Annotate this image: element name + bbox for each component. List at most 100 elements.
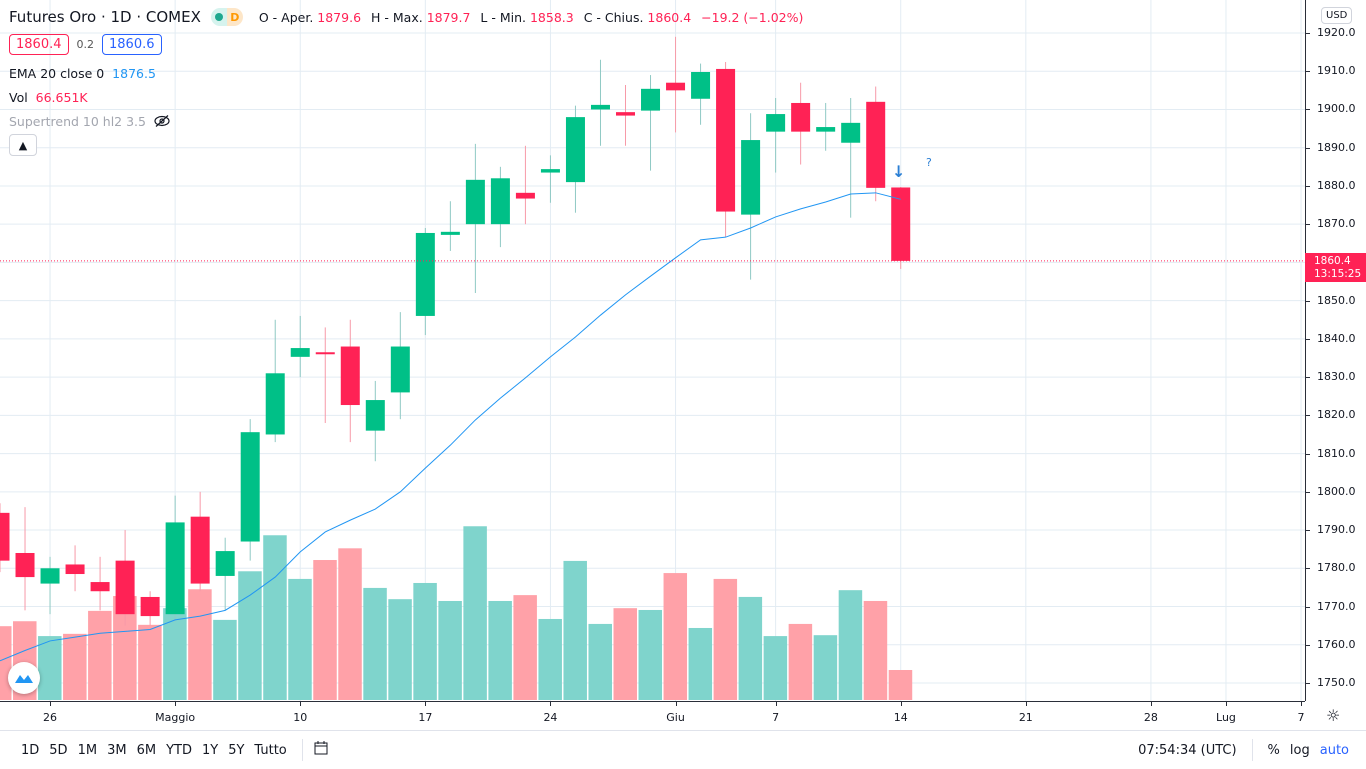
candle-body xyxy=(490,178,510,225)
spread: 0.2 xyxy=(76,38,95,51)
time-tick-label: 24 xyxy=(543,711,558,724)
time-tick xyxy=(900,702,902,706)
auto-scale-toggle[interactable]: auto xyxy=(1319,742,1349,758)
indicator-supertrend[interactable]: Supertrend 10 hl2 3.5 xyxy=(9,114,170,129)
candle-body xyxy=(465,179,485,225)
price-tick-label: 1790.0 xyxy=(1317,523,1356,537)
candle-body xyxy=(866,101,886,188)
volume-bar xyxy=(663,573,688,700)
price-tick-label: 1780.0 xyxy=(1317,561,1356,575)
volume-bar xyxy=(88,610,112,700)
range-button[interactable]: 5D xyxy=(49,742,68,758)
price-change: −19.2 (−1.02%) xyxy=(701,9,804,25)
range-button[interactable]: 1Y xyxy=(201,742,219,758)
candle-body xyxy=(691,71,711,99)
time-tick-label: 21 xyxy=(1018,711,1033,724)
ohlc-values: O - Aper. 1879.6 H - Max. 1879.7 L - Min… xyxy=(258,9,804,25)
percent-scale-toggle[interactable]: % xyxy=(1267,742,1280,758)
volume-bar xyxy=(213,619,237,700)
time-tick xyxy=(175,702,177,706)
price-tick-label: 1910.0 xyxy=(1317,64,1356,78)
price-axis[interactable]: 1750.0 1760.0 1770.0 1780.0 1790.0 1800.0 1810… xyxy=(1305,0,1366,701)
volume-bar xyxy=(513,595,537,700)
candle-body xyxy=(365,400,385,431)
volume-bar xyxy=(713,578,738,700)
chevron-up-icon: ▲ xyxy=(18,138,28,152)
currency-button[interactable]: USD xyxy=(1321,7,1353,24)
log-scale-toggle[interactable]: log xyxy=(1289,742,1310,758)
volume-bar xyxy=(888,670,913,700)
price-tick xyxy=(1306,415,1310,417)
candle-body xyxy=(841,122,861,143)
candle-body xyxy=(741,140,761,215)
candle-body xyxy=(415,232,435,316)
price-tick xyxy=(1306,338,1310,340)
range-button[interactable]: 6M xyxy=(136,742,157,758)
time-tick-label: 14 xyxy=(893,711,908,724)
clock-time[interactable]: 07:54:34 (UTC) xyxy=(1138,742,1237,758)
time-tick-label: 28 xyxy=(1143,711,1158,724)
indicator-ema[interactable]: EMA 20 close 0 1876.5 xyxy=(9,66,156,81)
volume-bar xyxy=(688,627,713,700)
range-button[interactable]: 1M xyxy=(77,742,98,758)
time-axis[interactable]: 26 Maggio 10 17 24 Giu 7 14 21 28 Lug 7 xyxy=(0,701,1305,731)
candle-body xyxy=(290,348,310,357)
market-status-badge[interactable]: D xyxy=(210,8,243,26)
candle-body xyxy=(15,552,35,578)
tradingview-logo[interactable] xyxy=(8,662,40,694)
candle-body xyxy=(666,82,686,91)
price-tick-label: 1820.0 xyxy=(1317,408,1356,422)
volume-bar xyxy=(863,600,888,700)
candle-body xyxy=(90,582,110,592)
price-tick xyxy=(1306,530,1310,532)
bid-ask: 1860.4 0.2 1860.6 xyxy=(9,34,162,55)
range-button[interactable]: 5Y xyxy=(228,742,245,758)
price-tick-label: 1880.0 xyxy=(1317,178,1356,192)
range-button[interactable]: YTD xyxy=(166,742,192,758)
last-price-label: 1860.4 13:15:25 xyxy=(1305,253,1366,282)
range-button[interactable]: 3M xyxy=(107,742,127,758)
indicator-volume[interactable]: Vol 66.651K xyxy=(9,90,88,105)
sell-price-button[interactable]: 1860.4 xyxy=(9,34,69,55)
candle-body xyxy=(265,373,285,435)
volume-bar xyxy=(113,596,137,700)
divider xyxy=(301,739,303,761)
volume-bar xyxy=(763,636,788,700)
price-tick xyxy=(1306,147,1310,149)
price-chart[interactable] xyxy=(0,0,1305,701)
volume-bar xyxy=(0,626,12,700)
volume-bar xyxy=(238,571,262,700)
time-tick xyxy=(775,702,777,706)
price-tick xyxy=(1306,300,1310,302)
time-tick-label: 7 xyxy=(1297,711,1305,724)
volume-bar xyxy=(638,609,663,700)
price-tick-label: 1830.0 xyxy=(1317,370,1356,384)
volume-bar xyxy=(38,636,62,700)
price-tick xyxy=(1306,606,1310,608)
volume-bar xyxy=(738,596,763,700)
collapse-legend-button[interactable]: ▲ xyxy=(9,134,37,156)
candle-body xyxy=(891,187,911,261)
bar-countdown: 13:15:25 xyxy=(1314,268,1362,280)
buy-price-button[interactable]: 1860.6 xyxy=(102,34,162,55)
volume-bar xyxy=(438,600,462,700)
time-tick xyxy=(300,702,302,706)
candle-body xyxy=(791,102,811,132)
signal-question-mark[interactable]: ? xyxy=(926,156,932,169)
range-button[interactable]: 1D xyxy=(21,742,40,758)
price-tick-label: 1840.0 xyxy=(1317,331,1356,345)
settings-gear-icon[interactable]: ☼ xyxy=(1326,706,1341,725)
range-button[interactable]: Tutto xyxy=(254,742,287,758)
volume-bar xyxy=(813,635,838,700)
hidden-eye-icon[interactable] xyxy=(154,114,170,129)
price-tick-label: 1750.0 xyxy=(1317,675,1356,689)
volume-bar xyxy=(363,587,387,700)
price-tick xyxy=(1306,682,1310,684)
volume-bar xyxy=(313,560,337,700)
candle-body xyxy=(190,516,210,584)
symbol-title[interactable]: Futures Oro · 1D · COMEX xyxy=(9,8,201,26)
time-tick xyxy=(550,702,552,706)
go-to-date-icon[interactable] xyxy=(313,740,329,760)
sell-signal-arrow-icon: ↓ xyxy=(892,162,906,181)
candle-body xyxy=(590,104,610,110)
